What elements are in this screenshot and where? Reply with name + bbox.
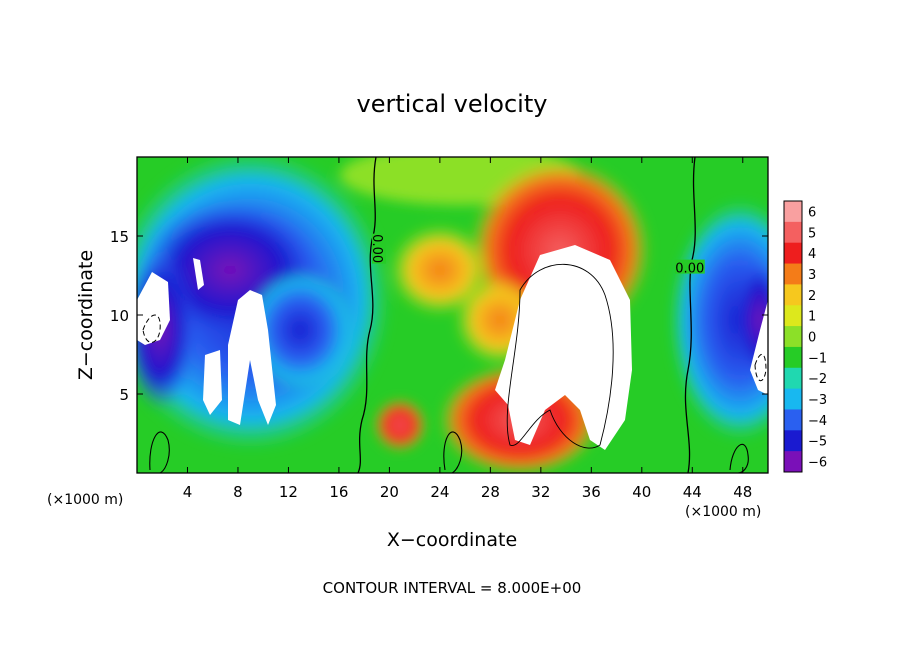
- colorbar-label: −5: [808, 435, 827, 450]
- y-tick-label: 5: [119, 386, 129, 404]
- field-fill: [137, 157, 768, 473]
- colorbar-label: −6: [808, 456, 827, 471]
- contour-label-bg: [674, 259, 705, 274]
- x-tick-label: 28: [481, 483, 500, 501]
- contour-label: 0.00: [674, 259, 705, 277]
- contour-lines: [149, 157, 749, 473]
- colorbar-label: −4: [808, 414, 827, 429]
- y-axis-title: Z−coordinate: [75, 250, 97, 380]
- x-tick-label: 12: [279, 483, 298, 501]
- colorbar-label: −3: [808, 393, 827, 408]
- colorbar-swatch: [784, 346, 802, 369]
- colorbar-swatch: [784, 242, 802, 265]
- chart-title: vertical velocity: [357, 90, 548, 118]
- colorbar-swatch: [784, 388, 802, 410]
- colorbar-swatch: [784, 367, 802, 390]
- colorbar-swatch: [784, 326, 802, 348]
- colorbar-label: 6: [808, 205, 816, 220]
- colorbar-swatch: [784, 451, 802, 473]
- x-tick-label: 4: [183, 483, 193, 501]
- x-tick-label: 16: [329, 483, 348, 501]
- colorbar-swatch: [784, 284, 802, 306]
- colorbar-swatch: [784, 305, 802, 327]
- saturated-regions: [137, 245, 768, 450]
- x-unit-right: (×1000 m): [685, 504, 761, 520]
- contour-label-text: 0.00: [675, 262, 704, 277]
- colorbar-label: 2: [808, 289, 816, 304]
- colorbar-label: −1: [808, 351, 827, 366]
- colorbar-swatch: [784, 201, 802, 223]
- x-tick-label: 24: [430, 483, 449, 501]
- y-tick-label: 10: [110, 307, 129, 325]
- colorbar-label: 0: [808, 331, 816, 346]
- x-tick-label: 32: [531, 483, 550, 501]
- colorbar-frame: [783, 200, 803, 473]
- colorbar: 6 5 4 3 2 1 0 −1 −2 −3 −4 −5 −6: [783, 200, 827, 473]
- x-tick-label: 40: [632, 483, 651, 501]
- x-tick-label: 20: [380, 483, 399, 501]
- x-axis-title: X−coordinate: [387, 529, 517, 551]
- contour-label-text: 0.00: [369, 234, 384, 263]
- colorbar-swatch: [784, 221, 802, 244]
- colorbar-label: 3: [808, 268, 816, 283]
- contour-labels: 0.00 0.00: [369, 233, 705, 277]
- colorbar-label: 4: [808, 247, 816, 262]
- colorbar-swatch: [784, 409, 802, 431]
- colorbar-label: 1: [808, 310, 816, 325]
- colorbar-label: −2: [808, 372, 827, 387]
- contour-label-bg: [372, 233, 387, 264]
- y-tick-label: 15: [110, 228, 129, 246]
- x-tick-label: 8: [233, 483, 243, 501]
- colorbar-swatch: [784, 263, 802, 285]
- x-tick-label: 44: [683, 483, 702, 501]
- colorbar-swatch: [784, 430, 802, 452]
- contour-interval-note: CONTOUR INTERVAL = 8.000E+00: [323, 579, 582, 597]
- contour-label: 0.00: [369, 233, 387, 264]
- x-tick-label: 36: [582, 483, 601, 501]
- colorbar-label: 5: [808, 226, 816, 241]
- x-tick-label: 48: [733, 483, 752, 501]
- x-unit-left: (×1000 m): [47, 492, 123, 508]
